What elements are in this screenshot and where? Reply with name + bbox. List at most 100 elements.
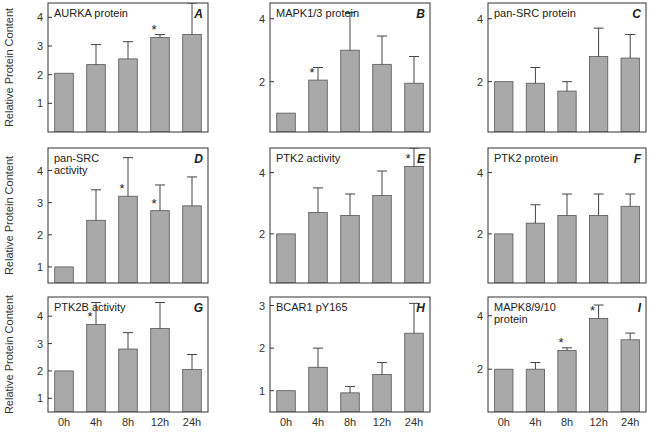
- error-stem: [567, 194, 568, 215]
- x-tick-label: 0h: [280, 416, 292, 428]
- error-cap: [91, 189, 101, 190]
- error-stem: [598, 305, 599, 318]
- y-tick: [48, 103, 52, 104]
- error-bar: [625, 194, 635, 206]
- error-stem: [96, 45, 97, 65]
- y-tick: [48, 17, 52, 18]
- bar: [119, 349, 138, 412]
- error-cap: [594, 28, 604, 29]
- y-tick-label: 4: [37, 165, 43, 177]
- error-bar: [377, 363, 387, 375]
- y-tick: [270, 390, 274, 391]
- y-tick-label: 2: [477, 76, 483, 88]
- error-stem: [382, 171, 383, 196]
- error-cap: [345, 386, 355, 387]
- error-bar: [530, 363, 540, 370]
- error-cap: [155, 184, 165, 185]
- error-stem: [598, 28, 599, 56]
- error-bar: [625, 34, 635, 58]
- bar: [151, 211, 170, 283]
- error-cap: [562, 81, 572, 82]
- panel-title: PTK2 protein: [494, 152, 558, 164]
- error-bar: [123, 333, 133, 349]
- error-cap: [594, 194, 604, 195]
- bar: [405, 166, 424, 283]
- error-stem: [318, 348, 319, 367]
- error-bar: [345, 386, 355, 392]
- panel-letter: F: [634, 152, 642, 166]
- y-tick-label: 1: [37, 261, 43, 273]
- x-tick-label: 8h: [122, 416, 134, 428]
- error-cap: [625, 333, 635, 334]
- error-bar: [313, 188, 323, 213]
- significance: *: [590, 303, 595, 318]
- bar: [55, 267, 74, 283]
- panel: 1230h4h8h12h24hBCAR1 pY165H: [259, 297, 430, 428]
- bar: [495, 369, 513, 412]
- bar: [621, 340, 639, 412]
- bar: [151, 37, 170, 132]
- error-stem: [318, 68, 319, 81]
- y-tick: [270, 305, 274, 306]
- error-cap: [377, 171, 387, 172]
- figure: 1234AURKA proteinARelative Protein Conte…: [0, 0, 650, 434]
- x-tick-label: 24h: [621, 416, 639, 428]
- significance: *: [309, 65, 314, 80]
- error-stem: [535, 68, 536, 84]
- bar: [341, 216, 360, 284]
- error-bar: [377, 36, 387, 64]
- error-bar: [625, 333, 635, 340]
- bar: [405, 83, 424, 132]
- bar: [621, 58, 639, 132]
- y-tick-label: 1: [259, 385, 265, 397]
- error-stem: [630, 333, 631, 340]
- y-tick: [48, 370, 52, 371]
- error-bar: [313, 348, 323, 367]
- error-cap: [625, 34, 635, 35]
- frame: [488, 297, 646, 412]
- panel-title: AURKA protein: [54, 7, 128, 19]
- y-tick-label: 4: [259, 13, 265, 25]
- panel-title: MAPK8/9/10: [494, 301, 556, 313]
- bar: [558, 91, 576, 132]
- bars: [55, 158, 202, 283]
- error-stem: [382, 36, 383, 64]
- error-bar: [187, 355, 197, 370]
- error-stem: [535, 363, 536, 370]
- error-bar: [91, 45, 101, 65]
- error-stem: [414, 56, 415, 83]
- x-tick-label: 0h: [498, 416, 510, 428]
- error-cap: [313, 348, 323, 349]
- bar: [526, 223, 544, 283]
- panel: 1234AURKA proteinARelative Protein Conte…: [3, 3, 208, 132]
- error-cap: [123, 41, 133, 42]
- y-tick-label: 2: [37, 365, 43, 377]
- bar: [87, 324, 106, 412]
- error-stem: [414, 148, 415, 166]
- bar: [621, 206, 639, 283]
- error-stem: [160, 185, 161, 211]
- error-cap: [377, 36, 387, 37]
- y-tick-label: 3: [37, 338, 43, 350]
- y-tick-label: 1: [37, 392, 43, 404]
- error-stem: [630, 34, 631, 58]
- bar: [373, 196, 392, 283]
- y-tick-label: 1: [37, 97, 43, 109]
- y-axis-label: Relative Protein Content: [3, 156, 15, 275]
- error-cap: [313, 187, 323, 188]
- y-tick: [270, 18, 274, 19]
- panel: 24MAPK1/3 proteinB*: [259, 3, 430, 132]
- error-stem: [350, 194, 351, 215]
- significance: *: [87, 309, 92, 324]
- panel-title: BCAR1 pY165: [276, 301, 348, 313]
- error-bar: [562, 82, 572, 91]
- bar: [373, 64, 392, 132]
- y-tick: [48, 202, 52, 203]
- frame: [488, 3, 646, 132]
- bar: [589, 216, 607, 284]
- panel-title: MAPK1/3 protein: [276, 7, 359, 19]
- bar: [277, 391, 296, 412]
- bars: [495, 194, 640, 283]
- bar: [183, 35, 202, 132]
- frame: [488, 148, 646, 283]
